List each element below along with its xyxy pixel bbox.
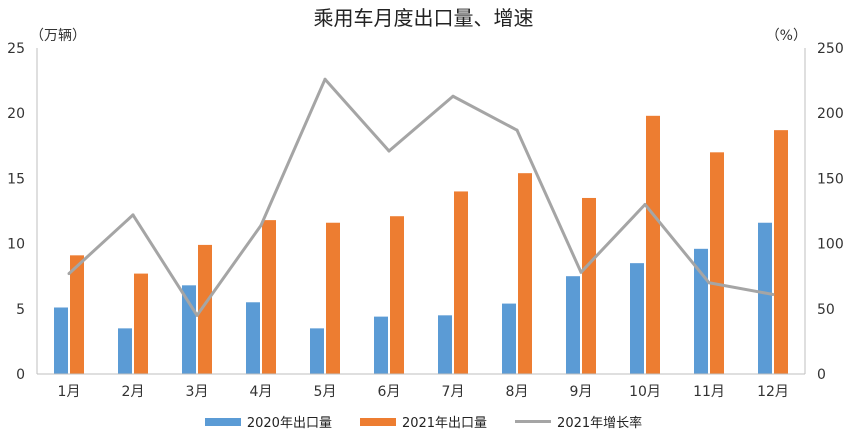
bar-2020: [246, 302, 260, 374]
left-tick-label: 20: [7, 106, 25, 122]
bar-2020: [438, 315, 452, 374]
x-tick-label: 11月: [693, 384, 725, 400]
growth-rate-point: [259, 223, 263, 227]
left-tick-label: 25: [7, 41, 25, 57]
bar-2020: [182, 285, 196, 374]
axes: [36, 48, 806, 375]
legend-item-growth: 2021年增长率: [515, 412, 642, 431]
legend-label-2021: 2021年出口量: [401, 416, 488, 431]
growth-rate-point: [515, 128, 519, 132]
x-axis-labels: 1月 2月 3月 4月 5月 6月 7月 8月 9月 10月 11月 12月: [58, 384, 789, 400]
left-tick-label: 10: [7, 237, 25, 253]
bar-2021: [582, 197, 596, 374]
bar-2021: [198, 244, 212, 374]
x-tick-label: 7月: [442, 384, 465, 400]
legend-label-growth: 2021年增长率: [557, 416, 643, 431]
legend-item-2020: 2020年出口量: [204, 412, 332, 431]
bar-2021: [390, 216, 404, 374]
line-series: [67, 77, 775, 317]
bar-2021: [326, 222, 340, 374]
bar-2021: [70, 255, 84, 374]
x-tick-label: 10月: [629, 384, 661, 400]
bar-2021: [710, 152, 724, 374]
bar-2020: [502, 303, 516, 374]
bar-2020: [630, 263, 644, 374]
x-tick-label: 4月: [250, 384, 273, 400]
x-tick-label: 3月: [186, 384, 209, 400]
legend-swatch-2021: [359, 417, 396, 426]
bar-2020: [566, 276, 580, 374]
legend-label-2020: 2020年出口量: [246, 416, 332, 431]
bar-2020: [374, 316, 388, 374]
right-tick-label: 250: [817, 41, 844, 57]
right-tick-label: 100: [817, 237, 844, 253]
bar-2021: [134, 273, 148, 374]
growth-rate-point: [387, 149, 391, 153]
right-tick-label: 150: [817, 171, 844, 187]
x-tick-label: 6月: [378, 384, 401, 400]
bar-2021: [774, 130, 788, 374]
growth-rate-point: [771, 292, 775, 296]
x-tick-label: 9月: [570, 384, 593, 400]
bar-2021: [262, 220, 276, 374]
left-tick-label: 5: [16, 302, 25, 318]
left-axis-ticks: 0 5 10 15 20 25: [7, 41, 25, 383]
growth-rate-point: [67, 272, 71, 276]
legend-swatch-2020: [204, 417, 241, 426]
left-axis-unit: （万辆）: [30, 28, 86, 44]
bar-2021: [454, 191, 468, 374]
bar-2021: [518, 173, 532, 374]
growth-rate-line: [67, 77, 774, 317]
bar-2020: [118, 328, 132, 374]
right-axis-ticks: 0 50 100 150 200 250: [817, 41, 844, 383]
growth-rate-point: [451, 94, 455, 98]
growth-rate-point: [643, 202, 647, 206]
chart-title: 乘用车月度出口量、增速: [313, 6, 534, 30]
legend-swatch-growth: [515, 420, 552, 423]
growth-rate-point: [323, 77, 327, 81]
x-tick-label: 5月: [314, 384, 337, 400]
legend-item-2021: 2021年出口量: [359, 412, 488, 431]
x-tick-label: 12月: [757, 384, 789, 400]
bar-2020: [694, 248, 708, 374]
growth-rate-point: [131, 213, 135, 217]
bar-2020: [54, 307, 68, 374]
bar-2020: [758, 222, 772, 374]
x-tick-label: 8月: [506, 384, 529, 400]
right-tick-label: 0: [817, 367, 826, 383]
left-tick-label: 15: [7, 171, 25, 187]
right-axis-unit: （%）: [765, 28, 807, 44]
growth-rate-point: [579, 270, 583, 274]
bar-2021: [646, 115, 660, 375]
x-tick-label: 2月: [122, 384, 145, 400]
growth-rate-point: [195, 313, 199, 317]
right-tick-label: 200: [817, 106, 844, 122]
right-tick-label: 50: [817, 302, 835, 318]
x-tick-label: 1月: [58, 384, 81, 400]
legend: 2020年出口量 2021年出口量 2021年增长率: [0, 412, 847, 431]
left-tick-label: 0: [16, 367, 25, 383]
growth-rate-point: [707, 281, 711, 285]
bar-2020: [310, 328, 324, 374]
